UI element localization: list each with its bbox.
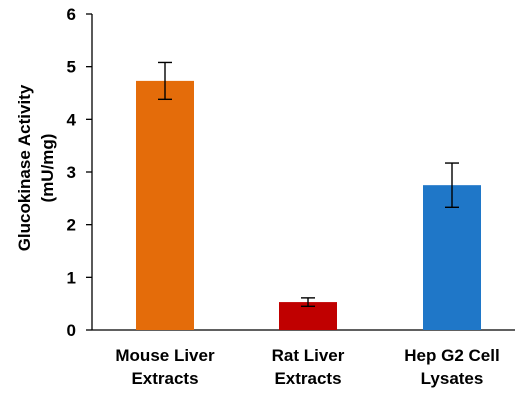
y-axis-title: Glucokinase Activity (mU/mg)	[15, 84, 57, 251]
y-axis-title-line-2: (mU/mg)	[38, 134, 57, 203]
y-tick-label: 1	[67, 268, 76, 287]
y-axis-ticks: 0 1 2 3 4 5 6	[67, 5, 92, 340]
error-bar	[445, 162, 459, 208]
x-category-label: Mouse Liver	[115, 346, 215, 365]
y-tick-label: 2	[67, 216, 76, 235]
x-category-label: Rat Liver	[272, 346, 345, 365]
x-category-label: Extracts	[131, 369, 198, 388]
error-bar	[158, 61, 172, 101]
y-tick-label: 0	[67, 321, 76, 340]
y-tick-label: 3	[67, 163, 76, 182]
x-category-label: Hep G2 Cell	[404, 346, 499, 365]
bars	[136, 80, 481, 331]
y-tick-label: 4	[67, 110, 77, 129]
x-category-label: Lysates	[421, 369, 484, 388]
y-axis-title-line-1: Glucokinase Activity	[15, 84, 34, 251]
bar	[423, 185, 481, 330]
error-bars	[158, 61, 459, 307]
x-axis-labels: Mouse Liver Extracts Rat Liver Extracts Hep …	[115, 346, 499, 388]
x-category-label: Extracts	[274, 369, 341, 388]
bar	[136, 80, 194, 331]
y-tick-label: 5	[67, 58, 76, 77]
error-bar	[301, 297, 315, 307]
y-tick-label: 6	[67, 5, 76, 24]
